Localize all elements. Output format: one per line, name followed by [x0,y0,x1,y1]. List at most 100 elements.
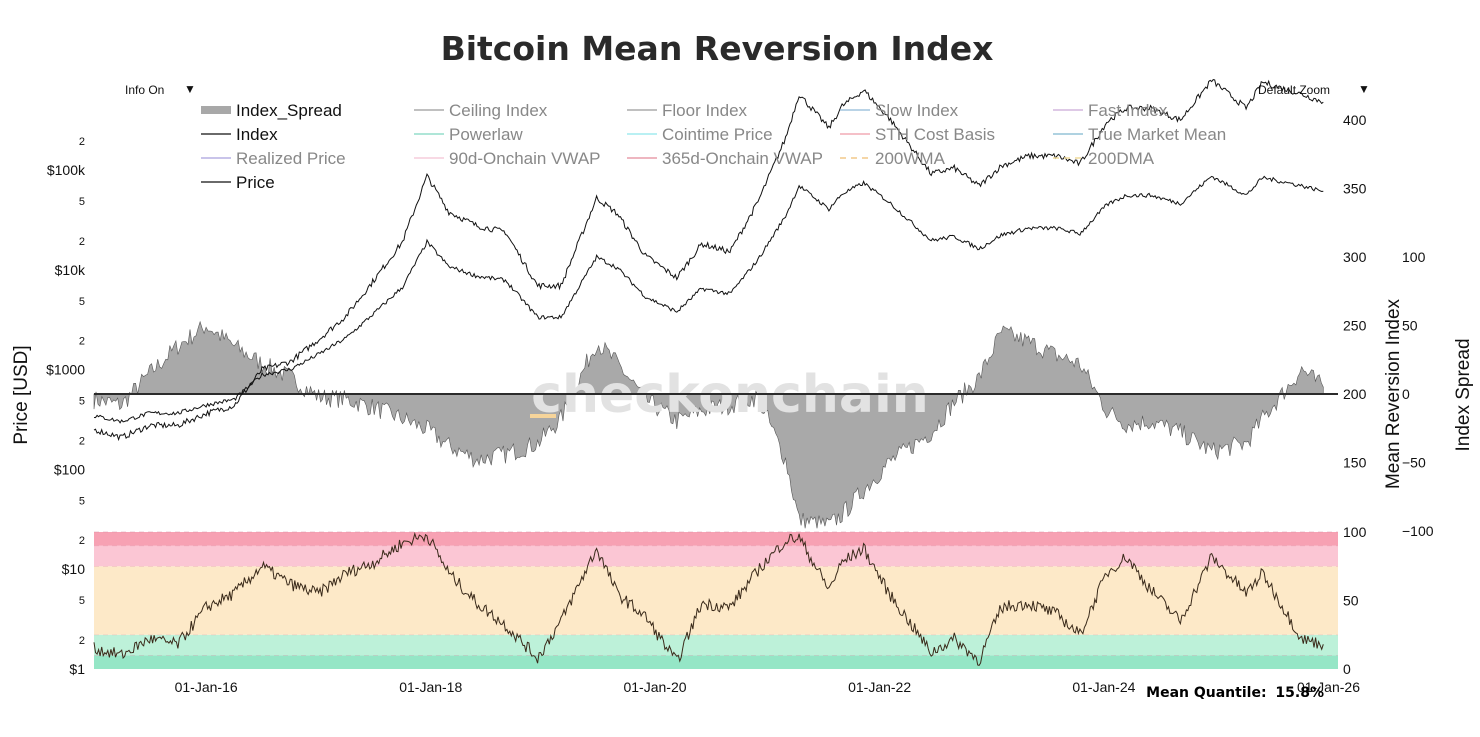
legend-label: 365d-Onchain VWAP [662,149,823,168]
zoom-dropdown-label: Default Zoom [1258,83,1330,97]
index-spread-fill [93,320,1324,529]
x-tick: 01-Jan-24 [1072,679,1135,695]
mean-quantile-label: Mean Quantile: [1146,685,1266,701]
info-toggle-caret-icon: ▼ [184,82,196,96]
price-tick: 5 [79,495,85,507]
legend-label: Powerlaw [449,125,523,144]
spread-tick: −100 [1402,523,1434,539]
quantile-band-2 [94,634,1338,656]
legend-item-fast-index[interactable]: Fast Index [1053,101,1168,120]
legend-item-sth-cost-basis[interactable]: STH Cost Basis [840,125,995,144]
legend-item-true-market-mean[interactable]: True Market Mean [1053,125,1226,144]
legend-item-index-spread[interactable]: Index_Spread [201,101,342,120]
price-tick: $10 [62,561,86,577]
quantile-bands [94,531,1338,669]
quantile-tick: 50 [1343,593,1359,609]
x-tick: 01-Jan-16 [175,679,238,695]
legend-item-365d-onchain-vwap[interactable]: 365d-Onchain VWAP [627,149,823,168]
chart-title: Bitcoin Mean Reversion Index [441,29,994,68]
legend-label: STH Cost Basis [875,125,995,144]
price-tick: 2 [79,535,85,547]
mri-tick: 400 [1343,112,1367,128]
spread-axis-title: Index Spread [1453,338,1474,451]
zoom-dropdown-caret-icon: ▼ [1358,82,1370,96]
x-tick: 01-Jan-22 [848,679,911,695]
x-tick: 01-Jan-20 [623,679,686,695]
quantile-tick: 100 [1343,524,1367,540]
quantile-band-1 [94,655,1338,669]
spread-tick: −50 [1402,455,1426,471]
legend: Index_Spread Ceiling Index Floor Index Slow… [201,101,1226,192]
legend-label: 90d-Onchain VWAP [449,149,601,168]
price-tick: 2 [79,336,85,348]
spread-tick: 0 [1402,386,1410,402]
mri-tick: 200 [1343,386,1367,402]
info-toggle[interactable]: Info On ▼ [125,82,196,97]
quantile-axis: 100 50 0 [1343,524,1367,677]
legend-item-ceiling-index[interactable]: Ceiling Index [414,101,548,120]
price-tick: 5 [79,595,85,607]
spread-axis: 100 50 0 −50 −100 [1402,249,1434,539]
price-tick: 2 [79,435,85,447]
price-tick: $100k [47,162,86,178]
legend-label: 200WMA [875,149,946,168]
legend-label: Slow Index [875,101,959,120]
quantile-band-4 [94,545,1338,567]
mri-axis-title: Mean Reversion Index [1383,298,1404,489]
legend-label: True Market Mean [1088,125,1226,144]
quantile-band-5 [94,532,1338,546]
mri-tick: 300 [1343,249,1367,265]
quantile-line [93,531,1324,666]
price-tick: 2 [79,136,85,148]
price-tick: $1000 [46,362,85,378]
index-spread-area [93,320,1324,529]
mri-axis: 400 350 300 250 200 150 [1343,112,1367,471]
legend-label: Realized Price [236,149,346,168]
info-toggle-label: Info On [125,83,164,97]
legend-swatch [201,106,231,114]
price-tick: $10k [55,262,86,278]
index-line [93,175,1324,424]
price-tick: 5 [79,296,85,308]
mean-quantile-value: 15.8% [1275,685,1324,701]
x-tick: 01-Jan-18 [399,679,462,695]
price-tick: 2 [79,635,85,647]
legend-item-cointime-price[interactable]: Cointime Price [627,125,773,144]
legend-item-price[interactable]: Price [201,173,275,192]
quantile-tick: 0 [1343,661,1351,677]
legend-item-200wma[interactable]: 200WMA [840,149,946,168]
spread-tick: 50 [1402,318,1418,334]
mri-tick: 150 [1343,455,1367,471]
legend-label: Index [236,125,278,144]
quantile-band-3 [94,566,1338,635]
legend-item-slow-index[interactable]: Slow Index [840,101,959,120]
price-tick: $1 [69,661,85,677]
legend-item-realized-price[interactable]: Realized Price [201,149,346,168]
legend-item-powerlaw[interactable]: Powerlaw [414,125,523,144]
legend-item-floor-index[interactable]: Floor Index [627,101,748,120]
mri-tick: 350 [1343,181,1367,197]
index-series [93,175,1324,424]
legend-item-200dma[interactable]: 200DMA [1053,149,1155,168]
price-tick: 5 [79,396,85,408]
legend-label: Index_Spread [236,101,342,120]
legend-label: Fast Index [1088,101,1168,120]
legend-item-index[interactable]: Index [201,125,278,144]
spread-tick: 100 [1402,249,1426,265]
price-axis: $1 2 5 $10 2 5 $100 2 5 $1000 2 5 $10k 2 5 $100k 2 [46,136,86,677]
legend-item-90d-onchain-vwap[interactable]: 90d-Onchain VWAP [414,149,601,168]
zoom-dropdown[interactable]: Default Zoom ▼ [1258,82,1370,97]
price-series [93,79,1324,442]
legend-label: Price [236,173,275,192]
x-axis: 01-Jan-16 01-Jan-18 01-Jan-20 01-Jan-22 01-J… [175,679,1361,695]
price-tick: $100 [54,461,85,477]
legend-label: Floor Index [662,101,748,120]
price-tick: 2 [79,236,85,248]
legend-label: 200DMA [1088,149,1155,168]
price-axis-title: Price [USD] [11,345,32,444]
price-line [93,79,1324,442]
x-tick: 01-Jan-26 [1297,679,1360,695]
price-tick: 5 [79,196,85,208]
legend-label: Cointime Price [662,125,773,144]
mri-tick: 250 [1343,318,1367,334]
